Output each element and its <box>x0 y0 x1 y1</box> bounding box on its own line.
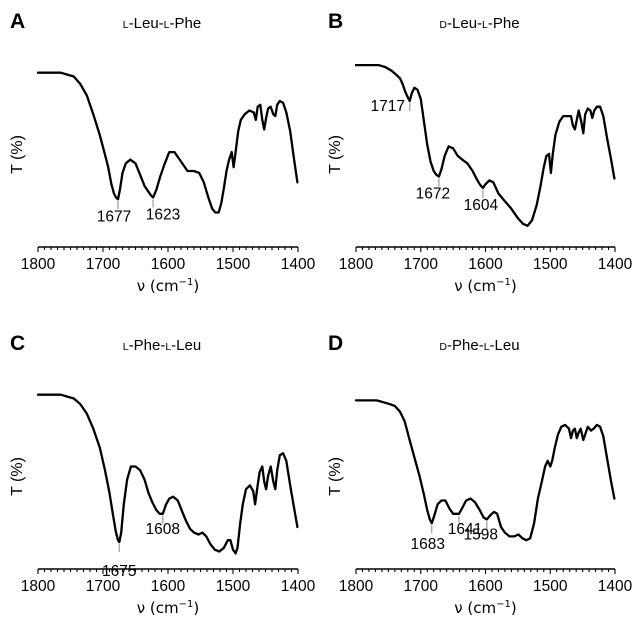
title-part: -Leu <box>171 337 201 354</box>
title-part: -Phe <box>488 15 520 32</box>
peak-label: 1675 <box>102 563 136 580</box>
title-part: L <box>123 19 129 31</box>
title-part: -Phe- <box>447 337 484 354</box>
title-part: -Phe- <box>129 337 166 354</box>
title-part: L <box>164 19 170 31</box>
x-tick-label: 1600 <box>151 256 186 273</box>
panel-title: L-Phe-L-Leu <box>123 337 201 354</box>
panel-letter: D <box>328 332 343 355</box>
title-part: D <box>439 19 447 31</box>
panel-title: L-Leu-L-Phe <box>123 15 201 32</box>
x-tick-label: 1800 <box>21 578 56 595</box>
x-tick-label: 1700 <box>86 256 121 273</box>
x-tick-label: 1600 <box>468 578 503 595</box>
title-part: L <box>484 341 490 353</box>
x-tick-label: 1800 <box>339 256 374 273</box>
x-tick-label: 1500 <box>533 578 568 595</box>
title-part: -Leu- <box>129 15 164 32</box>
panel-b: B D-Leu-L-Phe T (%) 1800 1700 1600 1500 1400 ν (… <box>327 10 633 295</box>
x-tick-label: 1400 <box>281 256 316 273</box>
x-axis-label: ν (cm−1) <box>454 599 516 617</box>
x-tick-label: 1600 <box>151 578 186 595</box>
x-tick-label: 1500 <box>533 256 568 273</box>
x-tick-label: 1400 <box>598 578 633 595</box>
panel-letter: A <box>10 10 25 33</box>
panel-letter: B <box>328 10 343 33</box>
panel-title: D-Phe-L-Leu <box>439 337 519 354</box>
spectrum-line <box>354 63 616 227</box>
title-part: D <box>439 341 447 353</box>
title-part: -Phe <box>170 15 202 32</box>
y-axis-label: T (%) <box>9 457 26 496</box>
y-axis-label: T (%) <box>9 135 26 174</box>
x-tick-label: 1500 <box>216 578 251 595</box>
x-tick-label: 1400 <box>281 578 316 595</box>
x-tick-label: 1700 <box>86 578 121 595</box>
peak-label: 1623 <box>146 206 180 223</box>
x-axis-label: ν (cm−1) <box>454 277 516 295</box>
panel-title: D-Leu-L-Phe <box>439 15 519 32</box>
x-tick-label: 1700 <box>404 578 439 595</box>
x-tick-label: 1500 <box>216 256 251 273</box>
x-axis-label: ν (cm−1) <box>137 599 199 617</box>
x-tick-label: 1800 <box>21 256 56 273</box>
spectrum-line <box>36 393 299 555</box>
x-tick-label: 1700 <box>404 256 439 273</box>
peak-label: 1598 <box>464 526 498 543</box>
y-axis-label: T (%) <box>327 135 344 174</box>
peak-label: 1604 <box>464 197 499 214</box>
x-tick-label: 1400 <box>598 256 633 273</box>
title-part: L <box>482 19 488 31</box>
peak-label: 1683 <box>411 536 445 553</box>
title-part: L <box>123 341 129 353</box>
peak-label: 1677 <box>97 208 131 225</box>
title-part: -Leu- <box>447 15 482 32</box>
x-tick-label: 1800 <box>339 578 374 595</box>
peak-label: 1608 <box>146 521 180 538</box>
title-part: -Leu <box>490 337 520 354</box>
panel-letter: C <box>10 332 25 355</box>
title-part: L <box>165 341 171 353</box>
peak-label: 1672 <box>416 186 450 203</box>
y-axis-label: T (%) <box>327 457 344 496</box>
spectrum-line <box>36 71 299 214</box>
spectrum-line <box>354 399 616 542</box>
peak-label: 1641 <box>448 521 482 538</box>
x-tick-label: 1600 <box>468 256 503 273</box>
peak-label: 1717 <box>371 98 405 115</box>
x-axis-label: ν (cm−1) <box>137 277 199 295</box>
